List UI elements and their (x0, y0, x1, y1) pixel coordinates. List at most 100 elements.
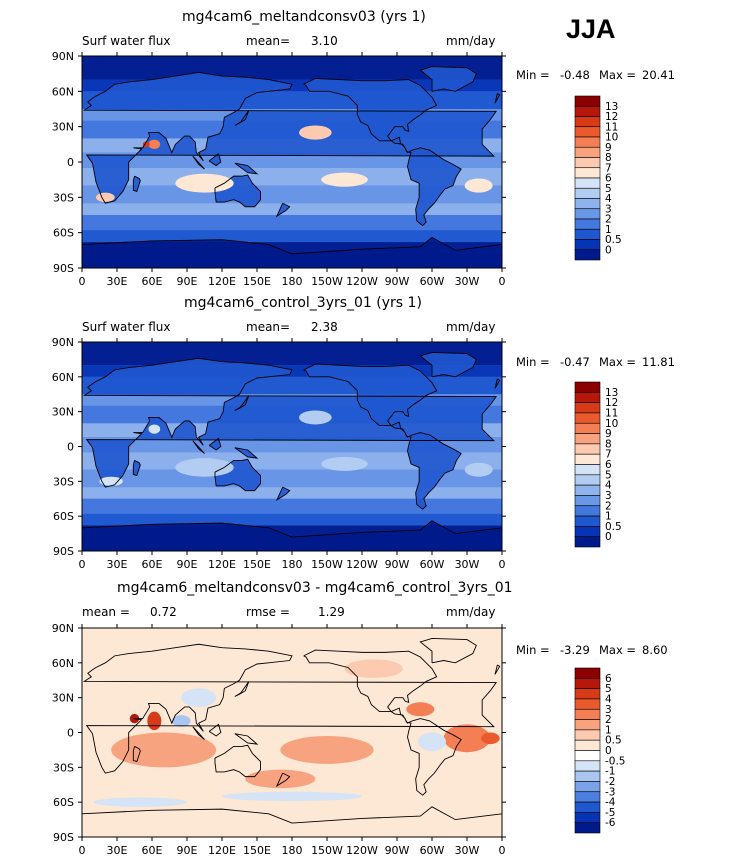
colorbar-box (574, 484, 601, 496)
coastline-11 (82, 236, 502, 268)
lat-tick-label: 30N (52, 692, 74, 705)
colorbar-label: 0.5 (605, 234, 622, 246)
coastline-4 (132, 460, 141, 477)
lon-tick-label: 60E (142, 558, 163, 571)
coastline-8 (234, 109, 250, 126)
colorbar-label: 9 (605, 142, 612, 154)
lon-tick-label: 60W (420, 558, 445, 571)
lon-tick-label: 0 (79, 275, 86, 288)
colorbar-box (574, 443, 601, 455)
field-feature-4 (99, 476, 123, 486)
colorbar-label: 3 (605, 704, 612, 716)
panel-3-mean-label: mean = (82, 605, 130, 619)
colorbar-label: 4 (605, 480, 612, 492)
colorbar-label: 1 (605, 224, 612, 236)
coastline-4 (132, 175, 141, 193)
colorbar-box (574, 536, 601, 548)
panel-3-min-value: -3.29 (560, 643, 590, 657)
lat-tick-label: 60N (52, 85, 74, 98)
colorbar-label: 5 (605, 469, 612, 481)
lon-tick-label: 150E (243, 844, 271, 857)
colorbar-box (574, 453, 601, 465)
colorbar-label: 11 (605, 407, 618, 419)
panel-3-max-value: 8.60 (642, 643, 668, 657)
colorbar-label: 3 (605, 490, 612, 502)
lat-tick-label: 0 (67, 156, 74, 169)
colorbar-box (574, 505, 601, 517)
panel-2-min-value: -0.47 (560, 355, 590, 369)
panel-1-min-label: Min = (516, 68, 550, 82)
colorbar-label: 2 (605, 714, 612, 726)
land-field-11 (82, 520, 502, 551)
colorbar-label: 7 (605, 449, 612, 461)
lat-tick-label: 60N (52, 657, 74, 670)
lon-tick-label: 0 (499, 844, 506, 857)
land-field-0 (84, 358, 497, 488)
field-feature-1 (280, 735, 374, 764)
panel-2-min-label: Min = (516, 355, 550, 369)
lon-tick-label: 150W (311, 844, 343, 857)
lat-tick-label: 90S (53, 831, 74, 844)
colorbar-box (574, 392, 601, 403)
land-field-4 (133, 460, 141, 476)
coastline-10 (494, 93, 501, 104)
field-band-0 (82, 342, 502, 366)
lon-tick-label: 150E (243, 275, 271, 288)
colorbar-box (574, 187, 601, 199)
lon-tick-label: 150W (311, 275, 343, 288)
panel-2-units: mm/day (446, 320, 496, 334)
lon-tick-label: 0 (79, 844, 86, 857)
field-feature-5 (148, 424, 161, 434)
field-feature-0 (175, 173, 234, 193)
coastline-2 (303, 649, 462, 796)
colorbar-label: 1 (605, 724, 612, 736)
colorbar-label: 7 (605, 162, 612, 174)
lat-tick-label: 0 (67, 727, 74, 740)
colorbar-label: 10 (605, 418, 618, 430)
colorbar-label: 4 (605, 193, 612, 205)
land-field-9 (276, 487, 290, 500)
coastline-5 (192, 726, 205, 740)
field-feature-1 (321, 172, 368, 187)
field-feature-0 (175, 458, 234, 477)
coastline-10 (494, 378, 501, 389)
lat-tick-label: 0 (67, 441, 74, 454)
land-field-7 (234, 447, 257, 459)
colorbar-box (574, 239, 601, 251)
lon-tick-label: 30W (455, 844, 480, 857)
colorbar-box (574, 770, 601, 782)
field-feature-6 (481, 732, 500, 745)
panel-3-title: mg4cam6_meltandconsv03 - mg4cam6_control… (117, 580, 513, 596)
colorbar-box (574, 801, 601, 813)
lon-tick-label: 60E (142, 275, 163, 288)
colorbar-box (574, 781, 601, 793)
colorbar-label: 11 (605, 121, 618, 133)
colorbar-box (574, 760, 601, 772)
field-band-6 (82, 437, 502, 453)
panel-1-mean-label: mean= (246, 34, 291, 48)
panel-2-map: 0 30E 60E 90E 120E 150E 180 150W 120W 90W 60W 30W 09… (52, 336, 622, 571)
colorbar-label: 2 (605, 500, 612, 512)
season-label: JJA (566, 14, 616, 44)
panel-3-mean-value: 0.72 (150, 605, 177, 619)
lon-tick-label: 120E (208, 275, 236, 288)
lon-tick-label: 90W (385, 558, 410, 571)
colorbar-label: -2 (605, 776, 615, 788)
colorbar-label: 0.5 (605, 521, 622, 533)
field-feature-2 (443, 724, 491, 753)
field-feature-3 (406, 702, 435, 717)
lon-tick-label: 180 (282, 275, 303, 288)
lat-tick-label: 30N (52, 121, 74, 134)
colorbar-label: 0 (605, 244, 612, 256)
colorbar-label: 3 (605, 203, 612, 215)
lat-tick-label: 90S (53, 545, 74, 558)
colorbar-box (574, 412, 601, 424)
colorbar-label: 5 (605, 183, 612, 195)
field-band-10 (82, 498, 502, 514)
lat-tick-label: 30S (53, 475, 74, 488)
panel-2-max-value: 11.81 (642, 355, 675, 369)
lon-tick-label: 180 (282, 558, 303, 571)
coastline-7 (234, 733, 259, 745)
colorbar-box (574, 422, 601, 434)
lon-tick-label: 30E (107, 844, 128, 857)
